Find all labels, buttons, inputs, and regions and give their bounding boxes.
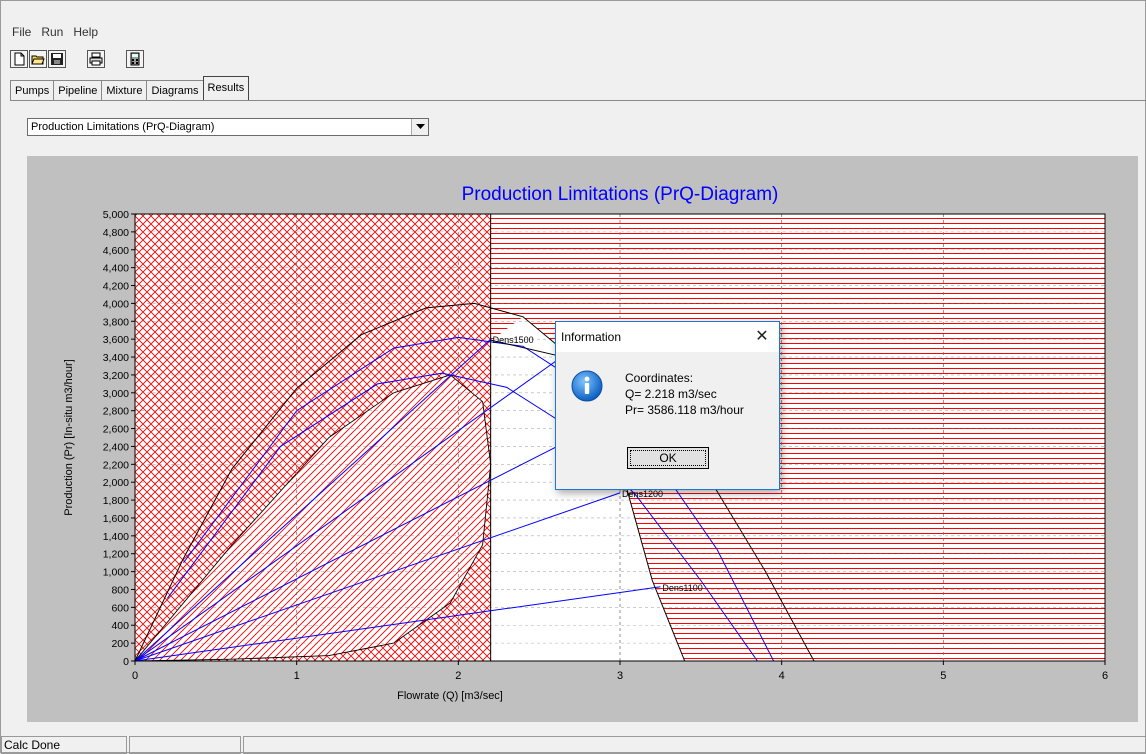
y-tick-label: 5,000	[103, 209, 129, 221]
density-line-dens1200	[134, 492, 621, 662]
diagram-select[interactable]: Production Limitations (PrQ-Diagram)	[27, 118, 429, 136]
x-tick-label: 5	[940, 670, 946, 682]
q-value: Q= 2.218 m3/sec	[625, 387, 717, 401]
tab-results[interactable]: Results	[202, 76, 250, 100]
ok-button[interactable]: OK	[627, 447, 709, 469]
y-tick-label: 2,400	[103, 441, 129, 453]
density-label-dens1200: Dens1200	[622, 489, 663, 499]
calculator-icon	[130, 52, 140, 66]
print-icon	[89, 52, 103, 66]
x-tick-label: 2	[455, 670, 461, 682]
y-tick-label: 600	[111, 602, 129, 614]
y-tick-label: 2,000	[103, 477, 129, 489]
tab-mixture[interactable]: Mixture	[101, 80, 148, 100]
dialog-title: Information	[561, 330, 622, 344]
tab-panel-border	[10, 100, 1146, 101]
dialog-message: Coordinates: Q= 2.218 m3/sec Pr= 3586.11…	[625, 370, 744, 418]
x-tick-label: 1	[294, 670, 300, 682]
y-tick-label: 2,600	[103, 424, 129, 436]
status-pane-3	[243, 736, 1146, 754]
chart-title: Production Limitations (PrQ-Diagram)	[462, 184, 779, 205]
status-pane-2	[129, 736, 241, 754]
y-tick-label: 3,000	[103, 388, 129, 400]
info-icon	[571, 370, 603, 402]
y-tick-label: 1,600	[103, 513, 129, 525]
open-button[interactable]	[29, 50, 47, 68]
y-axis-label: Production (Pr) [In-situ m3/hour]	[63, 359, 75, 516]
calculator-button[interactable]	[126, 50, 144, 68]
x-tick-label: 3	[617, 670, 623, 682]
density-line-dens1400	[134, 361, 556, 662]
density-line-dens1300	[134, 426, 597, 662]
x-tick-label: 0	[132, 670, 138, 682]
pump-curve-2	[166, 372, 758, 661]
y-tick-label: 200	[111, 638, 129, 650]
new-icon	[14, 52, 25, 66]
chart-panel: Dens1100Dens1200Dens1300Dens1400Dens1500…	[27, 156, 1138, 722]
tab-pumps[interactable]: Pumps	[10, 80, 55, 100]
y-tick-label: 4,400	[103, 263, 129, 275]
density-label-dens1100: Dens1100	[662, 583, 702, 593]
y-tick-label: 1,400	[103, 531, 129, 543]
menu-help[interactable]: Help	[73, 25, 99, 39]
information-dialog: Information ✕ Coordinates: Q= 2.218 m3/s…	[555, 321, 780, 490]
tab-pipeline[interactable]: Pipeline	[53, 80, 103, 100]
open-icon	[31, 55, 45, 65]
y-tick-label: 4,800	[103, 227, 129, 239]
y-tick-label: 3,400	[103, 352, 129, 364]
coordinates-heading: Coordinates:	[625, 371, 694, 385]
y-tick-label: 2,800	[103, 406, 129, 418]
menu-bar: File Run Help	[7, 23, 103, 41]
y-tick-label: 1,000	[103, 567, 129, 579]
save-icon	[51, 53, 63, 65]
y-tick-label: 4,200	[103, 281, 129, 293]
tab-strip: Pumps Pipeline Mixture Diagrams Results	[10, 76, 250, 100]
new-button[interactable]	[10, 50, 28, 68]
close-icon[interactable]: ✕	[755, 328, 769, 345]
diagram-select-value: Production Limitations (PrQ-Diagram)	[31, 121, 215, 133]
pr-value: Pr= 3586.118 m3/hour	[625, 403, 744, 417]
save-button[interactable]	[48, 50, 66, 68]
y-tick-label: 0	[123, 656, 129, 668]
y-tick-label: 1,800	[103, 495, 129, 507]
status-text: Calc Done	[1, 736, 127, 754]
chevron-down-icon[interactable]	[411, 119, 428, 135]
y-tick-label: 800	[111, 584, 129, 596]
y-tick-label: 3,200	[103, 370, 129, 382]
y-tick-label: 4,600	[103, 245, 129, 257]
x-tick-label: 4	[779, 670, 785, 682]
pump-curve-1	[183, 336, 775, 661]
y-tick-label: 1,200	[103, 549, 129, 561]
density-label-dens1500: Dens1500	[493, 335, 534, 345]
tab-diagrams[interactable]: Diagrams	[146, 80, 204, 100]
y-tick-label: 4,000	[103, 298, 129, 310]
x-axis-label: Flowrate (Q) [m3/sec]	[397, 690, 503, 702]
x-tick-label: 6	[1102, 670, 1108, 682]
menu-file[interactable]: File	[12, 25, 32, 39]
status-bar: Calc Done	[1, 735, 1146, 754]
density-line-dens1100	[134, 586, 661, 662]
y-tick-label: 2,200	[103, 459, 129, 471]
y-tick-label: 3,600	[103, 334, 129, 346]
y-tick-label: 3,800	[103, 316, 129, 328]
print-button[interactable]	[87, 50, 105, 68]
menu-run[interactable]: Run	[41, 25, 64, 39]
dialog-title-bar[interactable]: Information ✕	[556, 322, 779, 352]
y-tick-label: 400	[111, 620, 129, 632]
toolbar	[10, 48, 145, 70]
density-line-dens1500	[134, 338, 492, 662]
